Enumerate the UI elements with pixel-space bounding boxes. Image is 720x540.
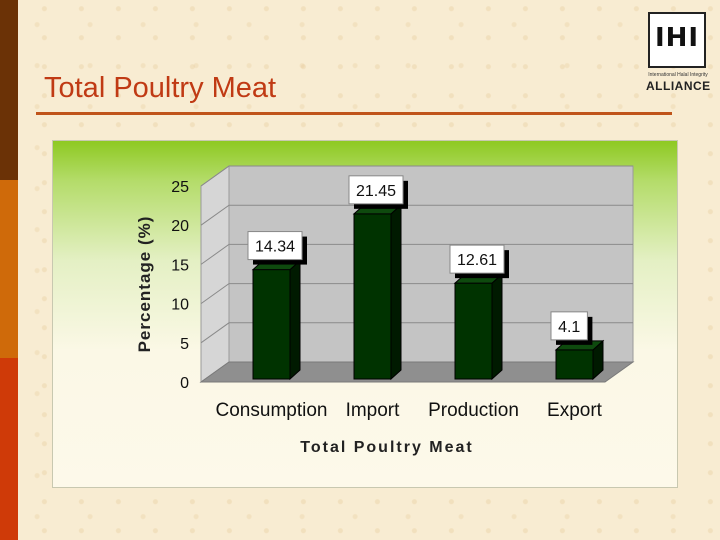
gridline xyxy=(200,243,633,265)
logo-box: IHI xyxy=(648,12,706,68)
bar xyxy=(454,282,493,380)
data-label-box xyxy=(348,175,404,205)
x-tick-label: Import xyxy=(346,400,401,421)
x-tick-label: Production xyxy=(428,400,519,421)
y-axis-label: Percentage (%) xyxy=(135,216,154,353)
y-tick-label: 0 xyxy=(180,375,189,392)
y-tick-label: 25 xyxy=(171,179,189,196)
logo-small-text: International Halal Integrity xyxy=(648,72,708,78)
data-label-box xyxy=(449,244,505,274)
slide-title: Total Poultry Meat xyxy=(44,72,277,104)
chart-panel: 0 5 10 15 20 25 Percentage (%) 14.34 21.45 12.61 4… xyxy=(52,140,678,488)
bar xyxy=(555,349,594,380)
bar-side xyxy=(491,273,503,381)
y-tick-label: 10 xyxy=(171,297,189,314)
gridline xyxy=(200,165,633,187)
side-band-brown xyxy=(0,0,18,180)
data-label: 4.1 xyxy=(558,319,580,336)
logo-letters: IHI xyxy=(654,23,700,53)
bar xyxy=(353,213,392,380)
x-tick-label: Export xyxy=(547,400,603,421)
side-band-red xyxy=(0,358,18,540)
x-axis-label: Total Poultry Meat xyxy=(300,439,474,456)
data-label-box xyxy=(247,231,303,261)
logo-word: ALLIANCE xyxy=(646,79,711,93)
y-tick-label: 15 xyxy=(171,257,189,274)
ihi-alliance-logo: IHI International Halal Integrity ALLIAN… xyxy=(646,12,710,96)
x-tick-label: Consumption xyxy=(216,400,328,421)
data-label: 14.34 xyxy=(255,239,295,256)
chart-side-wall xyxy=(200,165,230,383)
bar-chart: 0 5 10 15 20 25 Percentage (%) 14.34 21.45 12.61 4… xyxy=(135,165,635,456)
side-band-orange xyxy=(0,180,18,358)
gridline xyxy=(200,204,633,226)
chart-floor xyxy=(199,361,635,383)
data-label: 21.45 xyxy=(356,183,396,200)
bar xyxy=(252,269,291,380)
y-tick-label: 5 xyxy=(180,336,189,353)
y-tick-label: 20 xyxy=(171,218,189,235)
data-label: 12.61 xyxy=(457,252,497,269)
title-underline xyxy=(36,112,672,115)
data-label-box xyxy=(550,311,588,341)
bar-side xyxy=(390,203,402,381)
bar-side xyxy=(289,259,301,381)
